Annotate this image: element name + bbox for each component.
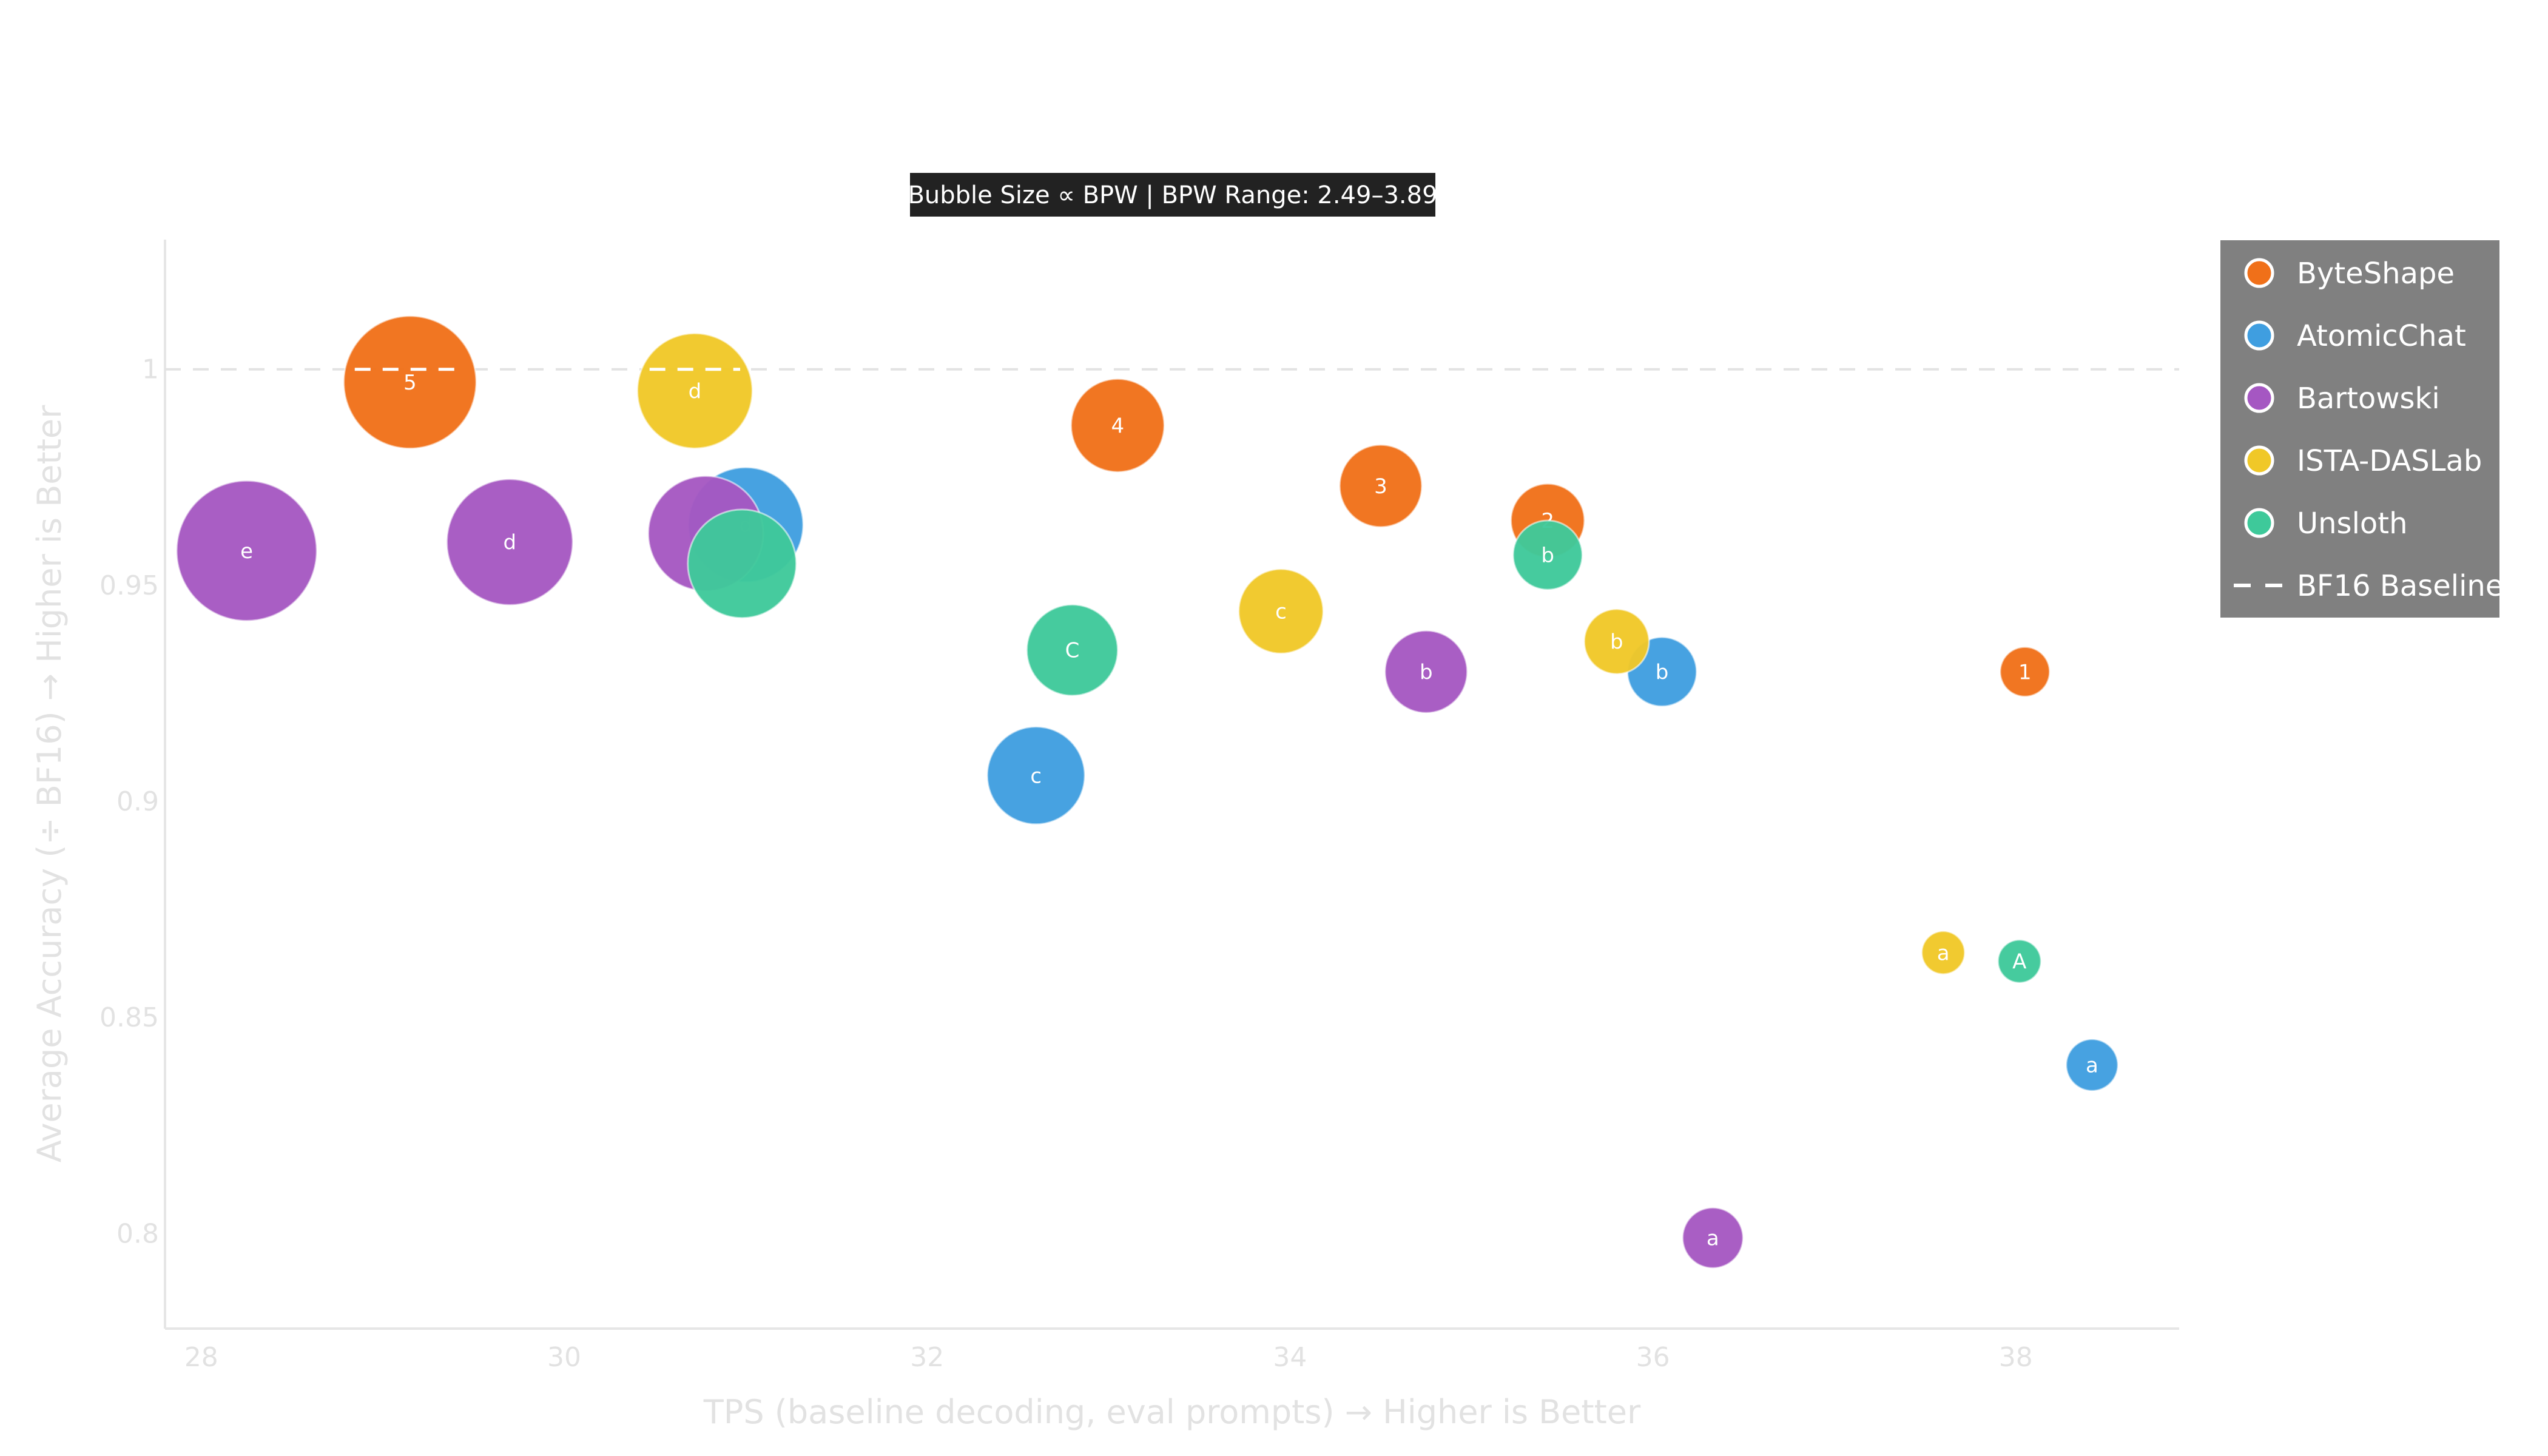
bubble-bartowski: a <box>1682 1207 1744 1269</box>
y-tick-label: 0.95 <box>99 570 159 601</box>
bubble-label: b <box>1610 630 1623 654</box>
bubble-marker <box>636 332 753 450</box>
bubble-ista-daslab: b <box>1583 608 1650 675</box>
bubble-label: a <box>2086 1053 2098 1077</box>
bubble-byteshape: 4 <box>1070 377 1165 473</box>
bubble-ista-daslab: c <box>1238 568 1324 655</box>
bubble-ista-daslab: d <box>636 332 753 450</box>
x-tick-label: 34 <box>1273 1342 1307 1373</box>
bubble-label: a <box>1937 941 1950 965</box>
bubble-marker <box>1384 630 1469 714</box>
bubble-label: b <box>1656 660 1669 684</box>
bubble-marker <box>1682 1207 1744 1269</box>
legend-label: BF16 Baseline <box>2297 569 2503 603</box>
y-tick-label: 0.8 <box>116 1218 159 1249</box>
legend-label: ISTA-DASLab <box>2297 444 2482 478</box>
bubble-ista-daslab: a <box>1921 930 1966 976</box>
bubble-unsloth <box>687 508 798 619</box>
bubble-marker <box>2065 1038 2119 1092</box>
bubble-label: 3 <box>1374 474 1387 499</box>
bubble-unsloth: b <box>1512 519 1583 591</box>
legend-background <box>2220 240 2499 618</box>
legend: ByteShape AtomicChat Bartowski ISTA-DASLab U… <box>2220 240 2503 618</box>
y-tick-label: 0.85 <box>99 1002 159 1033</box>
bubble-unsloth: C <box>1025 604 1119 697</box>
x-tick-labels: 28 30 32 34 36 38 <box>184 1342 2033 1373</box>
bubble-unsloth: A <box>1997 939 2042 984</box>
legend-label: Bartowski <box>2297 382 2440 416</box>
bubble-label: d <box>689 379 702 403</box>
bubble-marker <box>1338 443 1423 528</box>
y-tick-label: 0.9 <box>116 786 159 817</box>
bubble-bartowski: e <box>175 479 318 622</box>
bubble-marker <box>1999 646 2051 698</box>
bubble-bartowski: d <box>445 478 574 606</box>
legend-marker <box>2244 383 2274 413</box>
bubble-label: d <box>503 531 516 555</box>
bubble-bartowski: b <box>1384 630 1469 714</box>
legend-marker <box>2244 508 2274 538</box>
bubble-label: c <box>1275 600 1287 624</box>
bubble-marker <box>1070 377 1165 473</box>
bubble-label: c <box>1030 764 1042 788</box>
y-tick-labels: 0.8 0.85 0.9 0.95 1 <box>99 354 159 1250</box>
y-axis-title: Average Accuracy (÷ BF16) → Higher is Be… <box>30 405 69 1162</box>
bubble-marker <box>343 315 477 450</box>
legend-label: Unsloth <box>2297 507 2408 541</box>
bubble-label: a <box>1707 1226 1719 1250</box>
legend-marker <box>2244 258 2274 288</box>
bubble-marker <box>1238 568 1324 655</box>
bubble-label: 4 <box>1111 414 1124 438</box>
x-tick-label: 28 <box>184 1342 218 1373</box>
y-tick-label: 1 <box>142 354 159 385</box>
bubble-marker <box>1512 519 1583 591</box>
bubble-marker <box>1583 608 1650 675</box>
legend-label: AtomicChat <box>2297 319 2466 353</box>
x-tick-label: 32 <box>910 1342 944 1373</box>
bubble-marker <box>986 726 1086 826</box>
bubble-marker <box>1025 604 1119 697</box>
bubble-label: 1 <box>2018 660 2032 684</box>
x-tick-label: 38 <box>1999 1342 2033 1373</box>
bubble-byteshape: 1 <box>1999 646 2051 698</box>
bubble-marker <box>687 508 798 619</box>
bubble-marker <box>445 478 574 606</box>
legend-marker <box>2244 320 2274 351</box>
bubble-byteshape: 5 <box>343 315 477 450</box>
bubble-label: e <box>240 539 253 564</box>
bubble-label: 5 <box>403 371 417 395</box>
bubble-label: b <box>1420 660 1433 684</box>
bubble-byteshape: 3 <box>1338 443 1423 528</box>
axes <box>164 240 2179 1330</box>
legend-marker <box>2244 445 2274 476</box>
size-note-box: Bubble Size ∝ BPW | BPW Range: 2.49–3.89 <box>908 173 1438 217</box>
bubble-label: C <box>1065 639 1080 663</box>
bubble-layer: e5dddc4Cc3b2bbbaa1aA <box>175 315 2119 1269</box>
x-tick-label: 30 <box>547 1342 581 1373</box>
bubble-atomicchat: c <box>986 726 1086 826</box>
bubble-label: b <box>1541 544 1554 568</box>
bubble-marker <box>1997 939 2042 984</box>
bubble-marker <box>1921 930 1966 976</box>
size-note-background <box>910 173 1435 217</box>
bubble-marker <box>175 479 318 622</box>
size-note-text: Bubble Size ∝ BPW | BPW Range: 2.49–3.89 <box>908 181 1437 209</box>
legend-label: ByteShape <box>2297 257 2455 291</box>
x-axis-title: TPS (baseline decoding, eval prompts) → … <box>703 1393 1641 1431</box>
bubble-label: A <box>2012 950 2026 974</box>
x-tick-label: 36 <box>1636 1342 1670 1373</box>
bubble-atomicchat: a <box>2065 1038 2119 1092</box>
